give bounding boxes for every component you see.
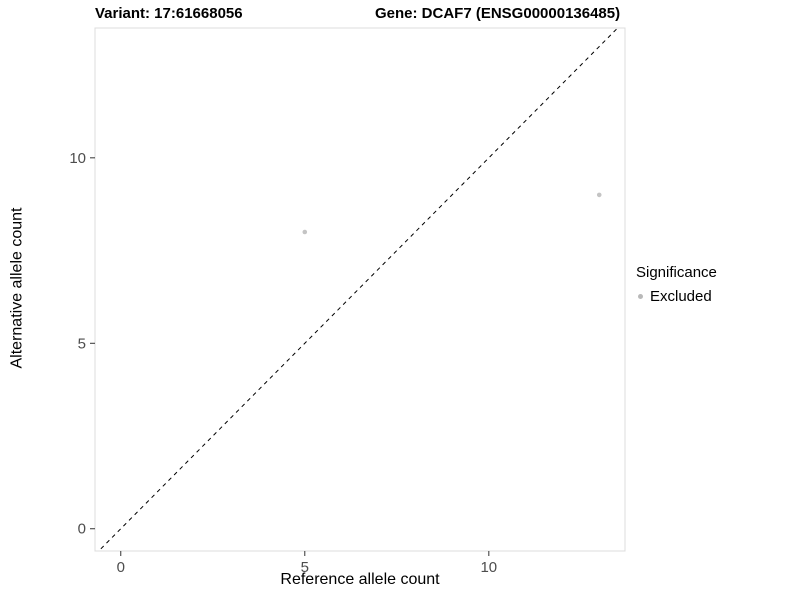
gene-title: Gene: DCAF7 (ENSG00000136485) [375,5,621,22]
data-point [596,192,602,198]
legend-point-icon [638,294,643,299]
x-tick-label: 5 [301,559,309,576]
data-point [302,229,308,235]
legend-item: Excluded [638,288,717,305]
x-tick-label: 0 [117,559,125,576]
legend-item-label: Excluded [650,288,712,305]
legend-items: Excluded [636,288,717,305]
y-tick-label: 0 [78,521,86,538]
x-tick-label: 10 [480,559,497,576]
y-tick-label: 5 [78,335,86,352]
legend-title: Significance [636,264,717,281]
y-axis-title: Alternative allele count [8,207,26,369]
panel-border [94,27,626,552]
x-axis-title: Reference allele count [280,571,440,588]
legend: Significance Excluded [636,264,717,305]
y-tick-label: 10 [69,150,86,167]
variant-title: Variant: 17:61668056 [95,5,243,22]
identity-line [97,28,619,551]
